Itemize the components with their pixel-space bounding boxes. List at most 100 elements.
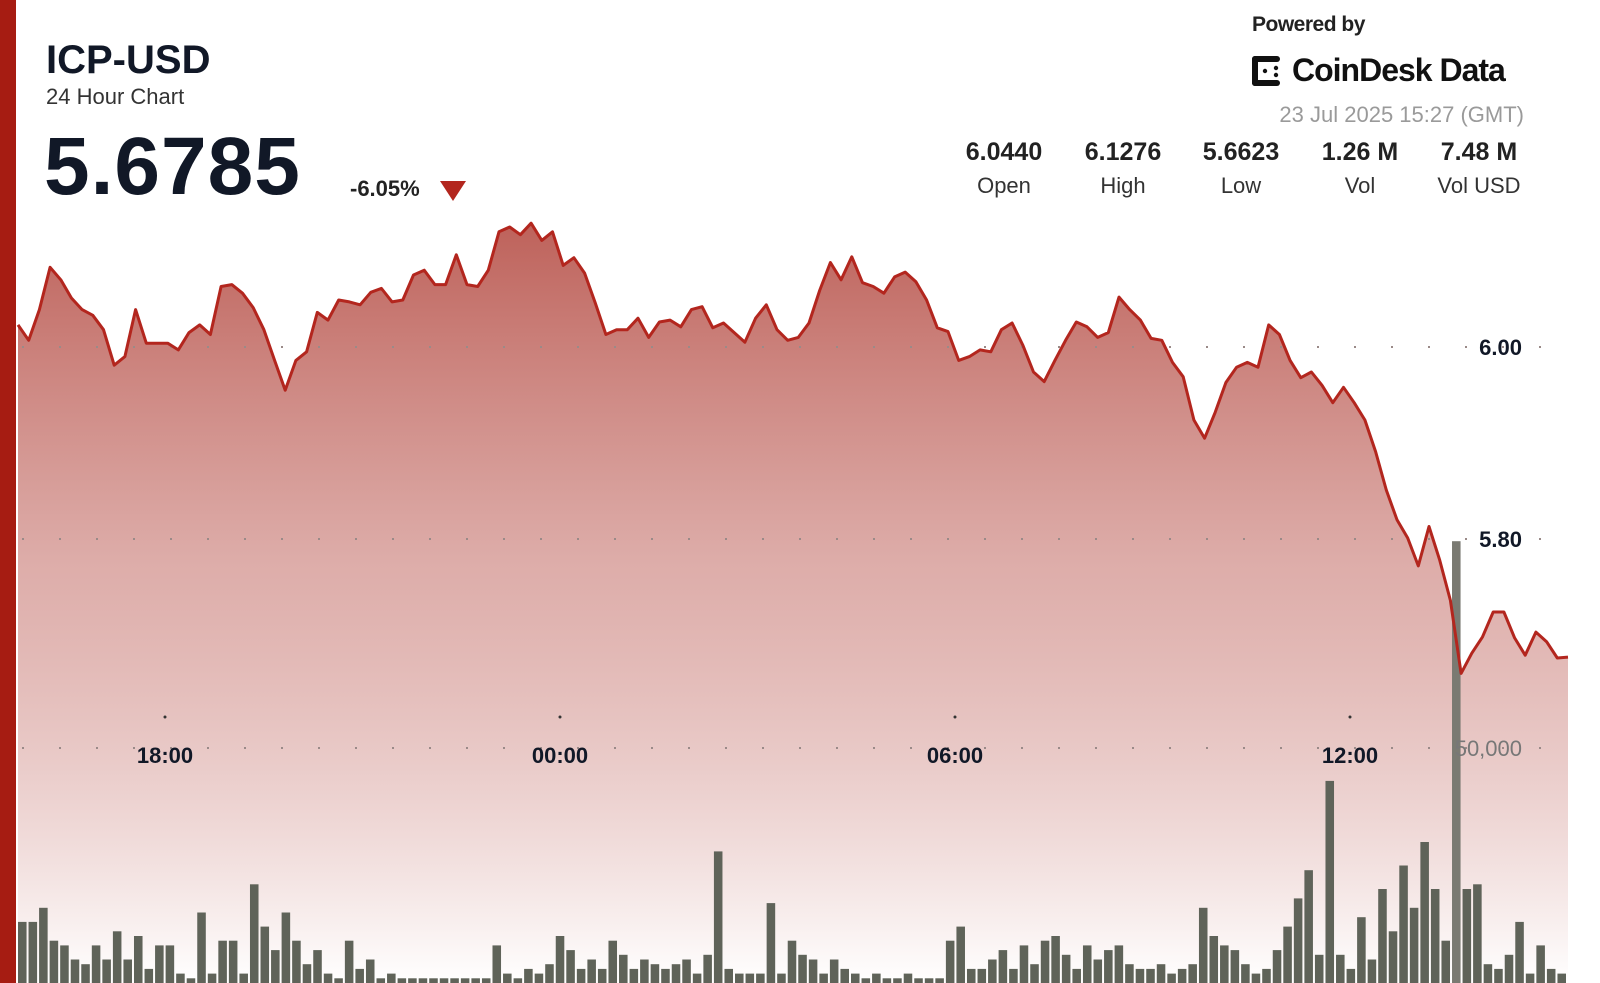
volume-bar bbox=[249, 884, 259, 983]
x-tick-mark bbox=[953, 715, 957, 719]
volume-bar bbox=[112, 931, 122, 983]
volume-bar bbox=[566, 950, 575, 983]
volume-bar bbox=[882, 978, 892, 983]
volume-bar bbox=[1409, 907, 1419, 983]
volume-bar bbox=[1241, 964, 1250, 983]
stat-label: Open bbox=[977, 173, 1031, 198]
symbol-title: ICP-USD bbox=[46, 38, 211, 82]
volume-bar bbox=[1030, 964, 1039, 983]
volume-bar bbox=[1293, 898, 1303, 983]
volume-bar bbox=[914, 978, 923, 983]
volume-bar bbox=[60, 945, 69, 983]
stat-vol: 1.26 M Vol bbox=[1300, 138, 1420, 199]
volume-bar bbox=[102, 959, 111, 983]
x-tick-label: 12:00 bbox=[1322, 743, 1378, 768]
volume-bar bbox=[1209, 936, 1219, 983]
volume-bar bbox=[39, 907, 48, 983]
volume-bar bbox=[376, 978, 386, 983]
volume-bar bbox=[207, 973, 217, 983]
volume-bar bbox=[1230, 950, 1240, 983]
volume-bar bbox=[123, 959, 132, 983]
volume-bar bbox=[587, 959, 596, 983]
stat-low: 5.6623 Low bbox=[1181, 138, 1301, 199]
volume-bar bbox=[945, 940, 955, 983]
volume-tick-label: 50,000 bbox=[1455, 736, 1522, 761]
volume-bar bbox=[1367, 959, 1377, 983]
volume-bar bbox=[408, 978, 417, 983]
volume-bar bbox=[344, 940, 354, 983]
volume-bar bbox=[1104, 950, 1113, 983]
volume-bar bbox=[1483, 964, 1493, 983]
accent-bar bbox=[0, 0, 16, 983]
volume-bar bbox=[1399, 865, 1408, 983]
x-tick-label: 06:00 bbox=[927, 743, 983, 768]
volume-bar bbox=[935, 978, 944, 983]
volume-bar bbox=[1177, 968, 1187, 983]
stat-label: Vol bbox=[1344, 173, 1376, 198]
volume-bar bbox=[524, 968, 533, 983]
volume-bar bbox=[418, 978, 428, 983]
volume-bar bbox=[397, 978, 407, 983]
volume-bar bbox=[724, 968, 734, 983]
brand-name: CoinDesk Data bbox=[1292, 52, 1506, 88]
price-change: -6.05% bbox=[350, 176, 420, 201]
volume-bar bbox=[481, 978, 491, 983]
volume-bar bbox=[966, 968, 976, 983]
volume-bar bbox=[1430, 889, 1440, 983]
volume-bar bbox=[1125, 964, 1134, 983]
y-tick-label: 5.80 bbox=[1479, 527, 1522, 552]
volume-bar bbox=[302, 964, 312, 983]
volume-bar bbox=[819, 973, 828, 983]
y-tick-label: 6.00 bbox=[1479, 335, 1522, 360]
volume-bar bbox=[777, 973, 786, 983]
volume-bar bbox=[545, 964, 554, 983]
volume-bar bbox=[629, 968, 639, 983]
volume-bar bbox=[218, 940, 227, 983]
volume-bar bbox=[28, 921, 38, 983]
x-tick-label: 18:00 bbox=[137, 743, 193, 768]
volume-bar bbox=[155, 945, 164, 983]
volume-bar bbox=[903, 973, 913, 983]
x-tick-mark bbox=[163, 715, 167, 719]
volume-bar bbox=[998, 950, 1008, 983]
volume-bar bbox=[1262, 968, 1271, 983]
volume-bar bbox=[650, 964, 660, 983]
volume-bar bbox=[861, 978, 871, 983]
stat-vol-usd: 7.48 M Vol USD bbox=[1419, 138, 1539, 199]
volume-bar bbox=[798, 954, 807, 983]
stat-value: 5.6623 bbox=[1202, 138, 1280, 166]
volume-bar bbox=[713, 851, 723, 983]
volume-bar bbox=[597, 968, 607, 983]
volume-bar bbox=[197, 912, 206, 983]
volume-bar bbox=[1473, 884, 1482, 983]
volume-bar bbox=[1557, 973, 1566, 983]
volume-bar bbox=[70, 959, 80, 983]
volume-bar bbox=[1494, 968, 1503, 983]
volume-bar bbox=[165, 945, 175, 983]
volume-bar bbox=[1357, 917, 1366, 983]
volume-bar bbox=[1251, 973, 1261, 983]
volume-bar bbox=[924, 978, 934, 983]
volume-bar bbox=[91, 945, 101, 983]
price-line bbox=[16, 221, 1569, 675]
volume-bar bbox=[429, 978, 438, 983]
volume-bar bbox=[555, 936, 565, 983]
volume-bar bbox=[186, 978, 196, 983]
volume-bar bbox=[756, 973, 765, 983]
volume-bar bbox=[1051, 936, 1060, 983]
volume-bar bbox=[1462, 889, 1472, 983]
chart-subtitle: 24 Hour Chart bbox=[46, 84, 185, 109]
stat-value: 6.1276 bbox=[1084, 138, 1162, 166]
stat-value: 1.26 M bbox=[1321, 138, 1399, 166]
volume-bar bbox=[471, 978, 480, 983]
volume-bar bbox=[608, 940, 618, 983]
volume-bar bbox=[1198, 907, 1208, 983]
powered-by-label: Powered by bbox=[1252, 13, 1365, 36]
volume-bar bbox=[387, 973, 396, 983]
volume-bar bbox=[872, 973, 881, 983]
volume-bar bbox=[1272, 950, 1282, 983]
volume-bar bbox=[503, 973, 512, 983]
volume-bar bbox=[176, 973, 185, 983]
volume-bar bbox=[1188, 964, 1197, 983]
